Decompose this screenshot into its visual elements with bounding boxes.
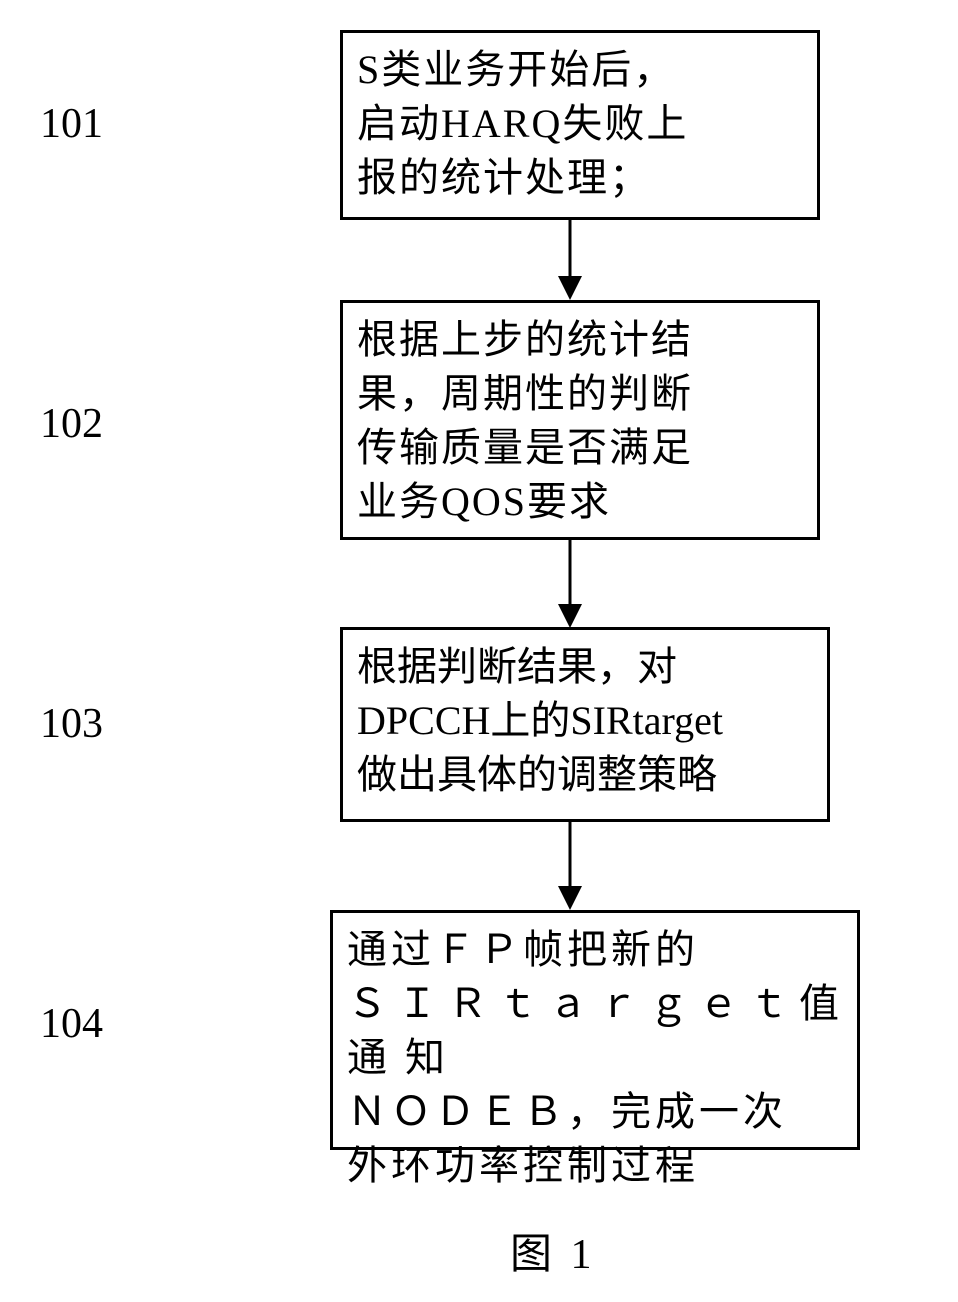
step-label-104: 104 xyxy=(40,1000,103,1048)
step-box-102: 根据上步的统计结 果，周期性的判断 传输质量是否满足 业务QOS要求 xyxy=(340,300,820,540)
step-text-101: S类业务开始后， 启动HARQ失败上 报的统计处理； xyxy=(357,43,803,205)
step-label-102: 102 xyxy=(40,400,103,448)
arrow-2 xyxy=(550,540,590,630)
arrow-3 xyxy=(550,822,590,912)
step-box-103: 根据判断结果，对 DPCCH上的SIRtarget 做出具体的调整策略 xyxy=(340,627,830,822)
step-box-104: 通过ＦＰ帧把新的 ＳＩＲｔａｒｇｅｔ值 通 知 ＮＯＤＥＢ，完成一次 外环功率控… xyxy=(330,910,860,1150)
step-label-103: 103 xyxy=(40,700,103,748)
figure-caption: 图 1 xyxy=(510,1220,596,1281)
flowchart-container: 101 S类业务开始后， 启动HARQ失败上 报的统计处理； 102 根据上步的… xyxy=(0,0,958,1302)
step-label-101: 101 xyxy=(40,100,103,148)
step-text-104: 通过ＦＰ帧把新的 ＳＩＲｔａｒｇｅｔ值 通 知 ＮＯＤＥＢ，完成一次 外环功率控… xyxy=(347,923,843,1193)
step-text-102: 根据上步的统计结 果，周期性的判断 传输质量是否满足 业务QOS要求 xyxy=(357,313,803,529)
step-text-103: 根据判断结果，对 DPCCH上的SIRtarget 做出具体的调整策略 xyxy=(357,640,813,802)
arrow-1 xyxy=(550,220,590,302)
step-box-101: S类业务开始后， 启动HARQ失败上 报的统计处理； xyxy=(340,30,820,220)
